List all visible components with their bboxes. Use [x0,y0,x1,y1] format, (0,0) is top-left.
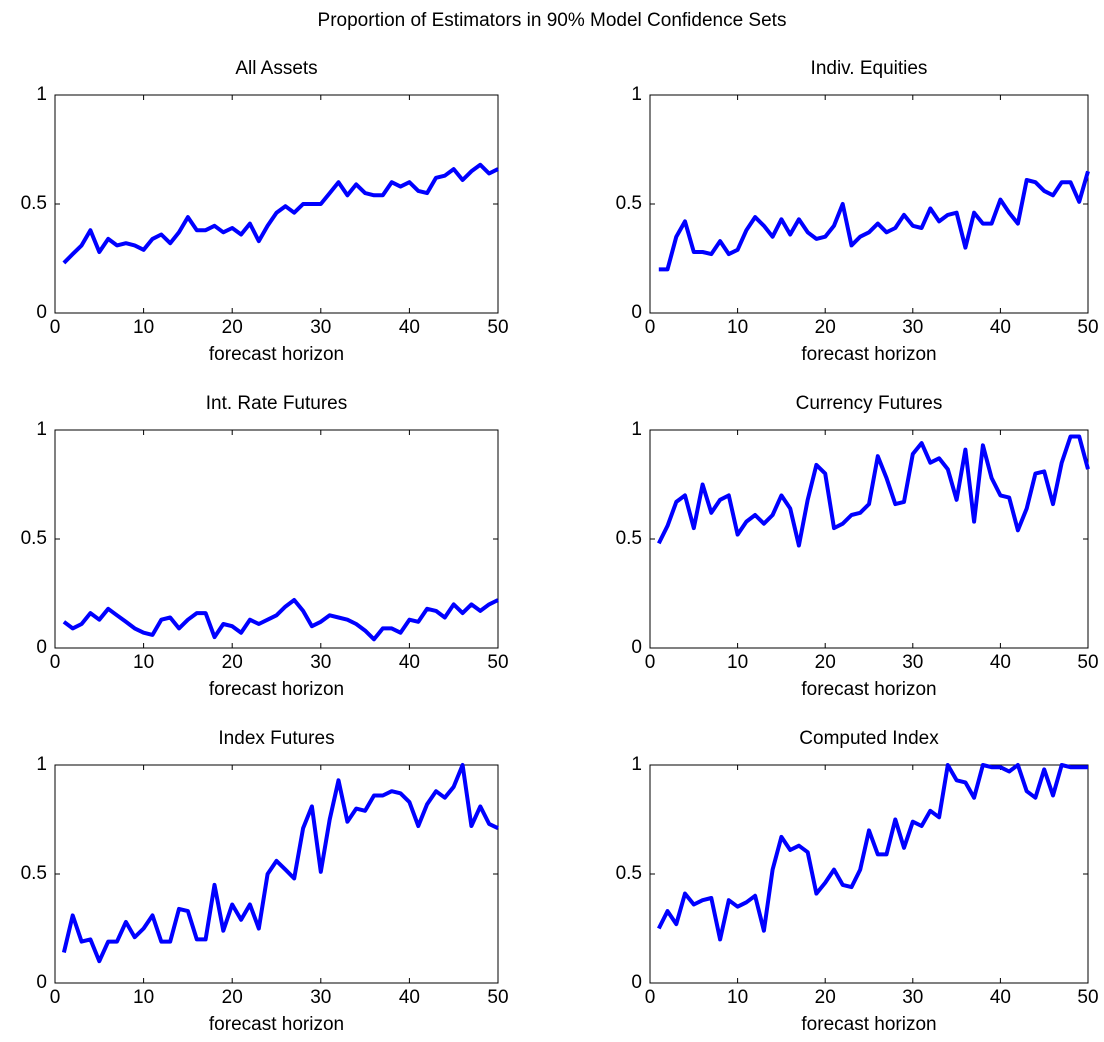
x-tick-label: 40 [399,317,420,338]
x-tick-label: 0 [645,652,656,673]
y-tick-label: 0 [36,637,47,658]
y-tick-label: 0 [36,972,47,993]
x-tick-label: 40 [990,652,1011,673]
y-tick-label: 0.5 [21,863,47,884]
x-tick-label: 30 [902,317,923,338]
subplot-title: All Assets [235,58,317,79]
x-tick-label: 30 [902,652,923,673]
y-tick-label: 0 [631,972,642,993]
y-tick-label: 1 [631,754,642,775]
x-tick-label: 20 [815,987,836,1008]
plot-frame [649,429,1089,649]
x-axis-label: forecast horizon [801,679,936,700]
x-tick-label: 30 [310,317,331,338]
x-tick-label: 20 [815,317,836,338]
x-tick-label: 10 [727,987,748,1008]
x-tick-label: 20 [815,652,836,673]
y-tick-label: 0.5 [21,193,47,214]
y-tick-label: 1 [36,419,47,440]
data-line [657,434,1090,548]
x-tick-label: 20 [222,987,243,1008]
x-tick-label: 50 [1077,652,1098,673]
x-tick-label: 50 [1077,987,1098,1008]
y-tick-label: 0 [631,637,642,658]
subplot-title: Index Futures [218,728,334,749]
subplot-title: Computed Index [799,728,939,749]
x-tick-label: 40 [990,987,1011,1008]
x-tick-label: 50 [487,317,508,338]
x-tick-label: 0 [50,987,61,1008]
y-tick-label: 1 [36,84,47,105]
y-tick-label: 0.5 [21,528,47,549]
x-tick-label: 0 [50,652,61,673]
x-axis-label: forecast horizon [209,344,344,365]
x-tick-label: 0 [50,317,61,338]
y-tick-label: 0.5 [616,193,642,214]
y-tick-label: 0.5 [616,863,642,884]
data-line [658,170,1090,272]
data-line [61,763,499,964]
x-tick-label: 40 [399,652,420,673]
subplot-title: Currency Futures [796,393,943,414]
figure-title: Proportion of Estimators in 90% Model Co… [318,10,787,31]
y-tick-label: 0 [36,302,47,323]
x-tick-label: 40 [399,987,420,1008]
x-tick-label: 20 [222,317,243,338]
x-tick-label: 0 [645,317,656,338]
x-tick-label: 50 [487,652,508,673]
x-tick-label: 40 [990,317,1011,338]
y-tick-label: 1 [36,754,47,775]
x-tick-label: 30 [902,987,923,1008]
subplot-title: Indiv. Equities [811,58,928,79]
x-tick-label: 10 [133,987,154,1008]
data-line [62,162,499,265]
x-tick-label: 30 [310,987,331,1008]
x-tick-label: 20 [222,652,243,673]
x-tick-label: 50 [487,987,508,1008]
subplot-title: Int. Rate Futures [206,393,348,414]
plot-frame [649,764,1089,984]
data-line [62,598,499,642]
x-tick-label: 30 [310,652,331,673]
x-axis-label: forecast horizon [801,344,936,365]
y-tick-label: 1 [631,84,642,105]
x-tick-label: 10 [133,317,154,338]
x-axis-label: forecast horizon [209,679,344,700]
x-axis-label: forecast horizon [209,1014,344,1035]
x-tick-label: 10 [727,652,748,673]
x-tick-label: 10 [133,652,154,673]
y-tick-label: 1 [631,419,642,440]
x-tick-label: 0 [645,987,656,1008]
x-tick-label: 10 [727,317,748,338]
data-line [657,763,1088,942]
x-tick-label: 50 [1077,317,1098,338]
y-tick-label: 0 [631,302,642,323]
x-axis-label: forecast horizon [801,1014,936,1035]
plot-frame [54,94,499,314]
y-tick-label: 0.5 [616,528,642,549]
